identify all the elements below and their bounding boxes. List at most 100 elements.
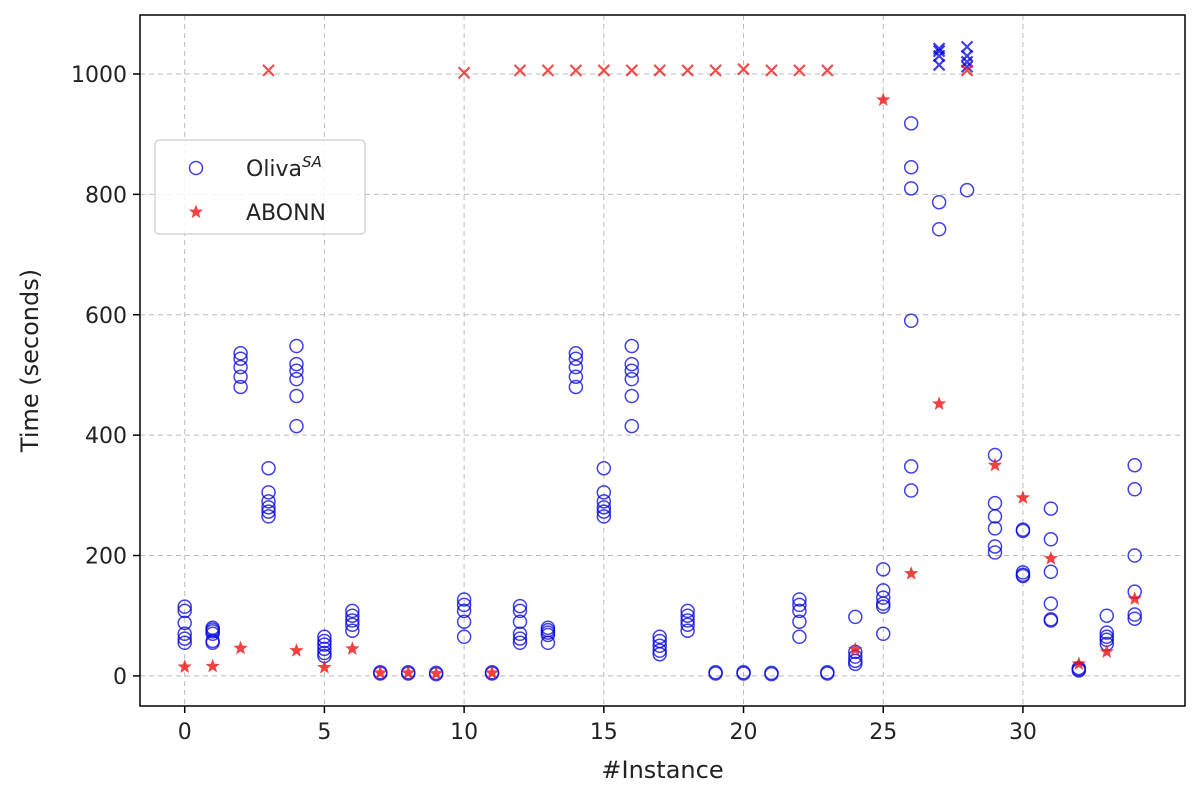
oliva-point	[568, 369, 584, 385]
oliva-point	[1015, 523, 1031, 539]
abonn-point	[848, 641, 863, 656]
oliva-point	[233, 379, 248, 395]
abonn-point	[1099, 644, 1114, 658]
oliva-point	[792, 592, 807, 607]
oliva-point	[289, 338, 304, 354]
oliva-point	[596, 494, 612, 509]
oliva-point	[233, 359, 248, 375]
oliva-point	[289, 388, 304, 404]
y-tick-label: 400	[85, 424, 127, 449]
oliva-point	[456, 603, 472, 619]
oliva-point	[345, 608, 360, 623]
oliva-point	[456, 597, 472, 613]
abonn-timeout-marker	[625, 64, 639, 77]
oliva-point	[345, 613, 360, 628]
oliva-timeout-marker	[932, 58, 946, 72]
oliva-point	[512, 631, 528, 646]
oliva-point	[261, 509, 276, 524]
oliva-point	[680, 617, 695, 632]
oliva-point	[1127, 607, 1142, 622]
oliva-point	[317, 641, 332, 657]
oliva-point	[512, 598, 528, 614]
oliva-point	[568, 379, 584, 395]
oliva-point	[987, 521, 1003, 536]
oliva-point	[345, 623, 360, 639]
abonn-timeout-marker	[960, 64, 974, 77]
oliva-point	[205, 635, 220, 651]
oliva-point	[680, 623, 695, 639]
oliva-point	[1099, 608, 1115, 623]
oliva-point	[792, 629, 807, 645]
oliva-point	[177, 635, 192, 651]
oliva-point	[205, 626, 220, 642]
oliva-point	[624, 418, 640, 434]
x-tick-label: 20	[730, 720, 758, 745]
abonn-point	[177, 659, 192, 673]
abonn-point	[987, 457, 1003, 472]
oliva-point	[820, 666, 835, 681]
abonn-point	[233, 640, 248, 655]
y-axis-title: Time (seconds)	[16, 269, 44, 453]
abonn-timeout-marker	[793, 64, 806, 77]
oliva-point	[233, 369, 248, 385]
oliva-point	[903, 483, 919, 498]
abonn-point	[1043, 551, 1059, 565]
oliva-point	[456, 629, 472, 645]
oliva-point	[596, 509, 612, 524]
oliva-point	[568, 351, 584, 366]
oliva-point	[345, 603, 360, 619]
grid-lines	[140, 15, 1185, 706]
oliva-point	[931, 222, 947, 237]
abonn-point	[401, 665, 416, 679]
oliva-timeout-marker	[960, 49, 974, 63]
x-axis: 0 5 10 15 20 25 30	[178, 706, 1037, 745]
oliva-point	[289, 418, 304, 434]
oliva-point	[875, 590, 891, 605]
oliva-point	[1127, 611, 1142, 626]
legend-abonn-marker	[188, 204, 204, 219]
oliva-point	[959, 182, 975, 198]
oliva-point	[652, 629, 667, 645]
oliva-point	[289, 363, 304, 378]
oliva-point	[512, 635, 528, 651]
oliva-point	[261, 504, 276, 519]
oliva-point	[987, 509, 1003, 524]
oliva-point	[177, 599, 192, 614]
oliva-timeout-marker	[932, 44, 946, 58]
oliva-point	[512, 626, 528, 642]
oliva-point	[792, 614, 807, 629]
oliva-point	[1015, 568, 1031, 584]
plot-frame	[139, 14, 1186, 707]
oliva-point	[903, 459, 919, 474]
abonn-timeout-marker	[569, 64, 583, 77]
oliva-point	[1127, 482, 1142, 497]
oliva-point	[456, 614, 472, 629]
abonn-point	[205, 658, 220, 673]
abonn-timeout-marker	[262, 64, 275, 77]
oliva-point	[652, 638, 667, 654]
oliva-point	[568, 359, 584, 375]
abonn-point	[484, 665, 500, 679]
oliva-point	[1043, 501, 1059, 516]
oliva-point	[680, 613, 695, 628]
oliva-point	[512, 603, 528, 619]
oliva-point	[987, 539, 1003, 554]
oliva-point	[596, 500, 612, 515]
oliva-point	[317, 637, 332, 652]
oliva-point	[512, 614, 528, 629]
oliva-point	[848, 656, 863, 672]
abonn-point	[904, 566, 919, 580]
oliva-point	[289, 356, 304, 372]
oliva-point	[540, 635, 556, 651]
oliva-point	[624, 363, 640, 378]
oliva-point	[177, 603, 192, 619]
oliva-point	[177, 626, 192, 642]
oliva-point	[792, 597, 807, 613]
abonn-point	[345, 641, 360, 655]
abonn-point	[317, 659, 332, 674]
oliva-point	[903, 313, 919, 329]
legend-abonn-label: ABONN	[246, 201, 326, 226]
oliva-point	[261, 460, 276, 476]
data-points	[177, 40, 1142, 682]
